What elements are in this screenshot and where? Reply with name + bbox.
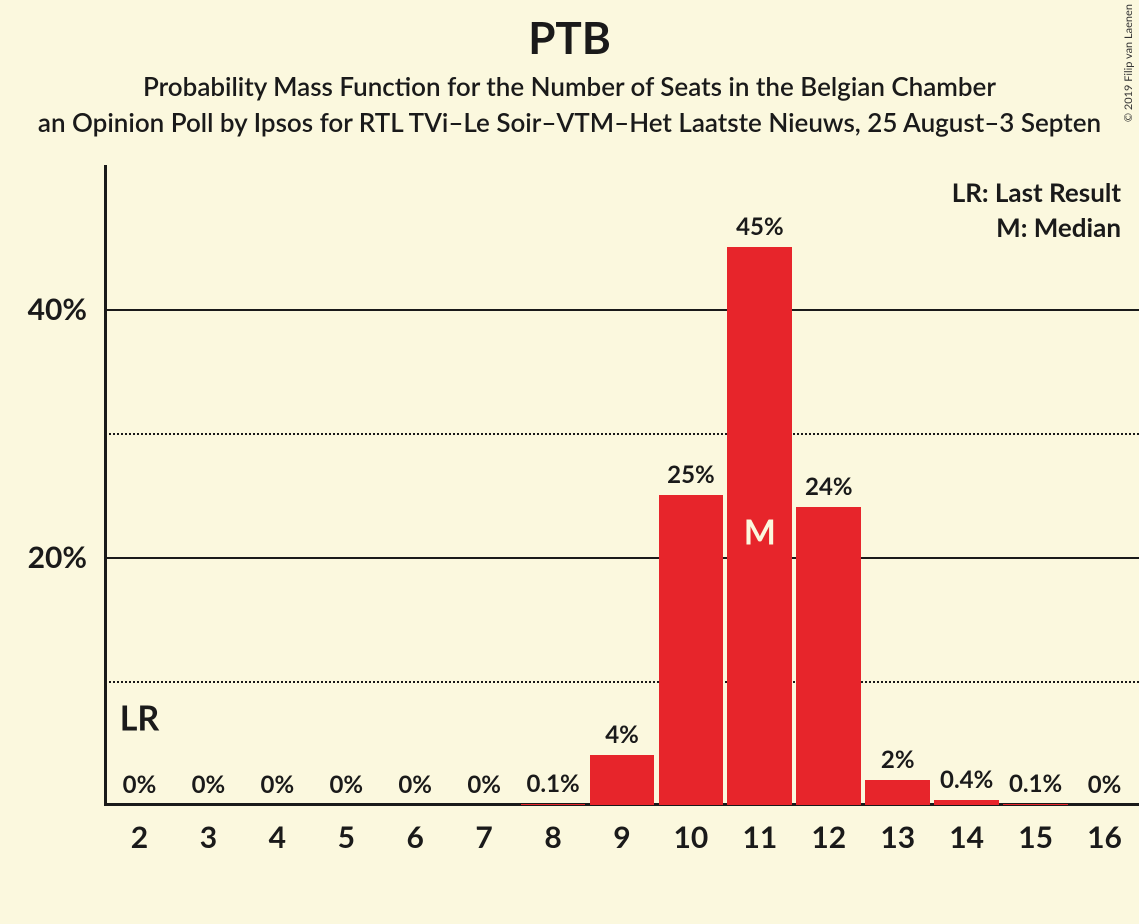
copyright-label: © 2019 Filip van Laenen <box>1122 4 1135 122</box>
bar-value-label: 0% <box>398 770 432 799</box>
y-axis <box>104 165 107 806</box>
x-tick-label: 9 <box>613 805 630 855</box>
bar-value-label: 45% <box>736 212 784 241</box>
x-tick-label: 16 <box>1087 805 1122 855</box>
annotation-lr: LR <box>120 698 160 739</box>
x-tick-label: 7 <box>475 805 492 855</box>
bar-value-label: 2% <box>881 745 915 774</box>
y-tick-label: 40% <box>28 291 105 327</box>
x-tick-label: 13 <box>880 805 915 855</box>
bar <box>865 780 930 805</box>
bar-value-label: 0% <box>329 770 363 799</box>
bar <box>659 495 724 805</box>
bar <box>590 755 655 805</box>
chart-subtitle-1: Probability Mass Function for the Number… <box>0 70 1139 102</box>
bar-value-label: 0% <box>192 770 226 799</box>
gridline-major <box>105 557 1139 559</box>
chart-title: PTB <box>0 12 1139 64</box>
x-tick-label: 11 <box>742 805 777 855</box>
bar-value-label: 0.4% <box>940 765 993 794</box>
gridline-minor <box>105 433 1139 435</box>
bar-value-label: 0% <box>261 770 295 799</box>
annotation-m: M <box>744 512 776 553</box>
x-tick-label: 14 <box>949 805 984 855</box>
bar-value-label: 0% <box>467 770 501 799</box>
x-tick-label: 2 <box>131 805 148 855</box>
x-tick-label: 5 <box>338 805 355 855</box>
bar-value-label: 0% <box>123 770 157 799</box>
x-tick-label: 10 <box>674 805 709 855</box>
gridline-major <box>105 309 1139 311</box>
x-tick-label: 3 <box>200 805 217 855</box>
y-tick-label: 20% <box>28 539 105 575</box>
bar-value-label: 0.1% <box>526 769 579 798</box>
pmf-chart-root: PTB Probability Mass Function for the Nu… <box>0 0 1139 924</box>
bar-value-label: 0% <box>1088 770 1122 799</box>
plot-area: 20%40%0%20%30%40%50%60%70.1%84%925%1045%… <box>105 185 1139 805</box>
bar-value-label: 24% <box>805 472 853 501</box>
bar-value-label: 25% <box>667 460 715 489</box>
gridline-minor <box>105 681 1139 683</box>
bar-value-label: 0.1% <box>1009 769 1062 798</box>
bar-value-label: 4% <box>605 720 639 749</box>
x-tick-label: 4 <box>269 805 286 855</box>
bar <box>796 507 861 805</box>
x-tick-label: 15 <box>1018 805 1053 855</box>
chart-subtitle-2: an Opinion Poll by Ipsos for RTL TVi–Le … <box>0 106 1139 138</box>
x-tick-label: 12 <box>811 805 846 855</box>
x-tick-label: 8 <box>544 805 561 855</box>
x-tick-label: 6 <box>406 805 423 855</box>
